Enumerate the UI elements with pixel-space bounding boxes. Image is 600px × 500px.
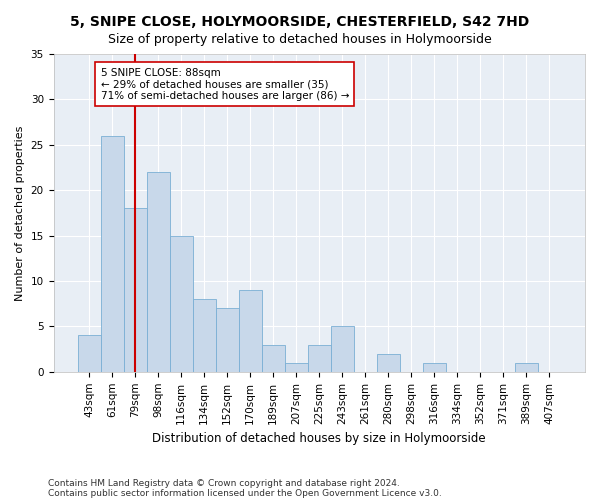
Bar — [170, 236, 193, 372]
Bar — [515, 362, 538, 372]
Bar — [377, 354, 400, 372]
Text: 5 SNIPE CLOSE: 88sqm
← 29% of detached houses are smaller (35)
71% of semi-detac: 5 SNIPE CLOSE: 88sqm ← 29% of detached h… — [101, 68, 349, 101]
Bar — [124, 208, 147, 372]
Bar — [285, 362, 308, 372]
Text: Contains HM Land Registry data © Crown copyright and database right 2024.: Contains HM Land Registry data © Crown c… — [48, 478, 400, 488]
Bar — [239, 290, 262, 372]
Bar — [331, 326, 354, 372]
Text: Size of property relative to detached houses in Holymoorside: Size of property relative to detached ho… — [108, 32, 492, 46]
Bar — [77, 336, 101, 372]
X-axis label: Distribution of detached houses by size in Holymoorside: Distribution of detached houses by size … — [152, 432, 486, 445]
Bar — [193, 299, 216, 372]
Bar — [423, 362, 446, 372]
Y-axis label: Number of detached properties: Number of detached properties — [15, 125, 25, 300]
Bar — [147, 172, 170, 372]
Bar — [308, 344, 331, 372]
Text: 5, SNIPE CLOSE, HOLYMOORSIDE, CHESTERFIELD, S42 7HD: 5, SNIPE CLOSE, HOLYMOORSIDE, CHESTERFIE… — [70, 15, 530, 29]
Bar — [216, 308, 239, 372]
Text: Contains public sector information licensed under the Open Government Licence v3: Contains public sector information licen… — [48, 488, 442, 498]
Bar — [101, 136, 124, 372]
Bar — [262, 344, 285, 372]
